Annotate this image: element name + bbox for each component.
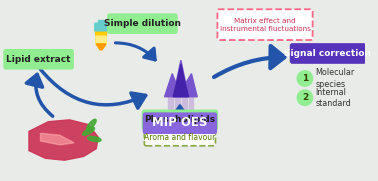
Bar bbox=[189, 97, 194, 118]
FancyBboxPatch shape bbox=[143, 113, 217, 133]
Polygon shape bbox=[96, 44, 106, 50]
Ellipse shape bbox=[88, 136, 101, 142]
FancyBboxPatch shape bbox=[108, 14, 177, 33]
FancyBboxPatch shape bbox=[4, 50, 73, 69]
FancyBboxPatch shape bbox=[143, 110, 217, 129]
Text: Internal
standard: Internal standard bbox=[316, 88, 351, 108]
FancyBboxPatch shape bbox=[217, 9, 313, 40]
Text: MIP OES: MIP OES bbox=[152, 116, 208, 129]
Text: Signal correction: Signal correction bbox=[285, 49, 372, 58]
Polygon shape bbox=[173, 64, 189, 97]
Text: Aroma and flavour: Aroma and flavour bbox=[144, 133, 215, 142]
Bar bbox=[168, 97, 173, 118]
Text: 1: 1 bbox=[302, 74, 308, 83]
Circle shape bbox=[297, 71, 313, 86]
Ellipse shape bbox=[83, 127, 94, 135]
Text: Simple dilution: Simple dilution bbox=[104, 19, 181, 28]
Text: Phospholipids: Phospholipids bbox=[144, 115, 215, 124]
Polygon shape bbox=[164, 60, 197, 97]
Bar bbox=[98, 20, 104, 25]
Polygon shape bbox=[29, 120, 98, 160]
Text: Matrix effect and
Instrumental fluctuations: Matrix effect and Instrumental fluctuati… bbox=[220, 18, 310, 32]
Text: Molecular
species: Molecular species bbox=[316, 68, 355, 89]
Bar bbox=[175, 97, 180, 118]
Polygon shape bbox=[40, 133, 74, 145]
Text: 2: 2 bbox=[302, 93, 308, 102]
Bar bbox=[182, 97, 187, 118]
Polygon shape bbox=[96, 36, 106, 44]
Polygon shape bbox=[95, 28, 107, 50]
Circle shape bbox=[297, 90, 313, 105]
FancyBboxPatch shape bbox=[290, 44, 366, 63]
FancyBboxPatch shape bbox=[95, 23, 107, 31]
Text: Lipid extract: Lipid extract bbox=[6, 55, 71, 64]
Ellipse shape bbox=[87, 119, 96, 130]
FancyBboxPatch shape bbox=[144, 129, 215, 146]
